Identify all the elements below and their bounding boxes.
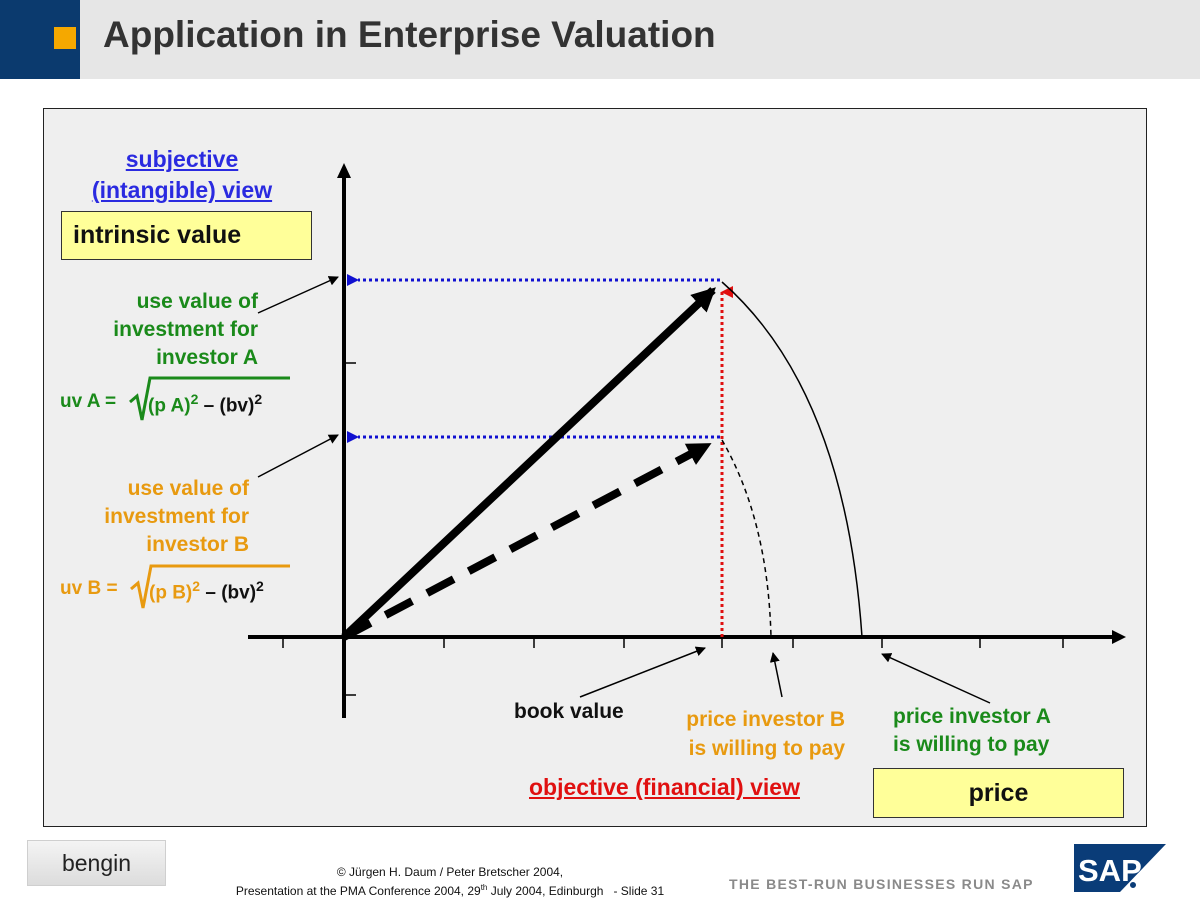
bengin-logo-text: bengin [61,850,132,876]
price-arc-b [721,439,772,638]
price-arc-a [721,281,863,638]
subjective-line-2: (intangible) view [91,177,273,203]
intrinsic-value-label: intrinsic value [73,221,242,249]
sqrt-sign-a [129,376,290,421]
callout-arrow-price-a [881,653,991,704]
formula-a-rest: – (bv) [203,395,255,417]
formula-b-term: (p B) [149,582,193,604]
footer-copyright: © Jürgen H. Daum / Peter Bretscher 2004, [336,865,564,879]
formula-a-prefix: uv A = [60,391,117,412]
sap-tagline: THE BEST-RUN BUSINESSES RUN SAP [729,876,1034,892]
use-value-a-line-2: investment for [113,318,258,341]
price-a-line-1: price investor A [893,705,1051,728]
price-label: price [968,779,1029,807]
subjective-view-label: subjective (intangible) view [74,144,290,206]
bengin-logo: bengin [27,840,166,886]
formula-a: uv A = [60,391,116,413]
subjective-line-1: subjective [125,146,239,172]
formula-b-rest: – (bv) [205,582,257,604]
use-value-b-line-2: investment for [104,505,249,528]
objective-view-label: objective (financial) view [529,774,800,800]
callout-arrow-use-value-b [257,434,339,478]
vector-investor-b [342,441,712,641]
footer-presentation-pre: Presentation at the PMA Conference 2004,… [235,884,481,898]
formula-b-body: (p B)2 – (bv)2 [149,578,264,604]
x-axis [248,630,1126,648]
use-value-b-line-1: use value of [127,477,249,500]
sqrt-sign-b [130,564,290,609]
callout-arrow-book-value [579,646,706,698]
formula-b-prefix: uv B = [60,578,118,599]
header-bullet-square [54,27,76,49]
footer-presentation-post: July 2004, Edinburgh - Slide 31 [487,884,665,898]
use-value-a-line-3: investor A [156,346,258,369]
use-value-b-line-3: investor B [146,533,249,556]
header-bar: Application in Enterprise Valuation [0,0,1200,79]
use-value-a-label: use value of investment for investor A [60,288,258,372]
slide-title: Application in Enterprise Valuation [103,14,716,55]
price-b-line-2: is willing to pay [688,737,845,760]
vector-investor-a [341,287,716,640]
price-investor-b-label: price investor B is willing to pay [660,705,845,763]
price-investor-a-label: price investor A is willing to pay [893,703,1051,759]
formula-a-rest-exp: 2 [254,391,263,407]
formula-a-term: (p A) [148,395,191,417]
y-axis [337,163,356,718]
price-a-line-2: is willing to pay [893,733,1050,756]
formula-a-term-exp: 2 [190,391,199,407]
formula-b: uv B = [60,578,118,600]
use-value-a-line-1: use value of [136,290,258,313]
book-value-label: book value [514,700,624,723]
price-box: price [873,768,1124,818]
callout-arrow-use-value-a [257,276,339,314]
footer-credit: © Jürgen H. Daum / Peter Bretscher 2004,… [200,865,700,899]
intrinsic-value-box: intrinsic value [61,211,312,260]
formula-a-body: (p A)2 – (bv)2 [148,391,262,417]
formula-b-rest-exp: 2 [256,578,264,594]
callout-arrow-price-b [769,652,783,698]
use-value-b-label: use value of investment for investor B [60,475,249,559]
footer-presentation: Presentation at the PMA Conference 2004,… [200,880,700,899]
formula-b-term-exp: 2 [192,578,201,594]
sap-logo: SAP [1074,844,1166,892]
price-b-line-1: price investor B [686,708,845,731]
footer-presentation-sup: th [480,883,488,892]
